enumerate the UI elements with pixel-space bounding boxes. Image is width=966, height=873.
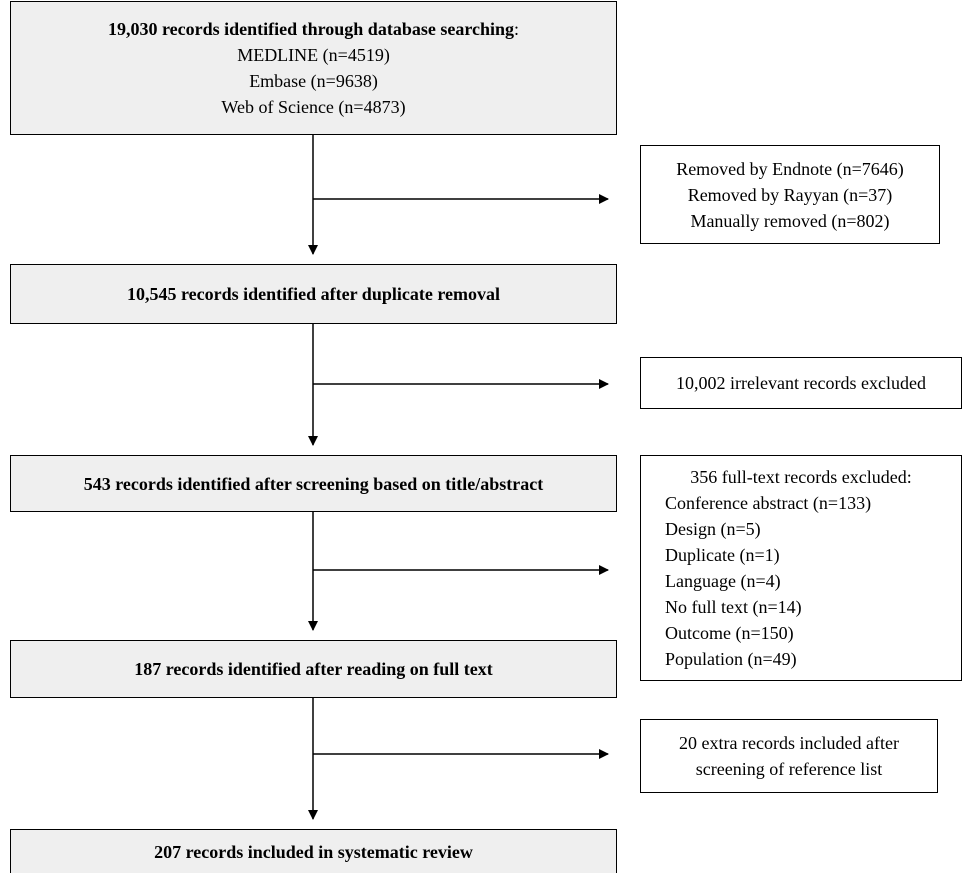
source-medline: MEDLINE (n=4519): [237, 45, 390, 65]
source-embase: Embase (n=9638): [249, 71, 378, 91]
fulltext-excluded-title: 356 full-text records excluded:: [690, 467, 912, 487]
after-full-text-reading-title: 187 records identified after reading on …: [134, 659, 493, 679]
after-title-abstract-screening-box: 543 records identified after screening b…: [10, 455, 617, 512]
removed-endnote: Removed by Endnote (n=7646): [676, 158, 904, 179]
exclusion-reason-no-full-text: No full text (n=14): [665, 597, 802, 617]
removed-rayyan: Removed by Rayyan (n=37): [687, 184, 893, 205]
exclusion-reason-language: Language (n=4): [665, 571, 781, 591]
extra-included-line-1: 20 extra records included after: [679, 733, 899, 753]
after-duplicate-removal-title: 10,545 records identified after duplicat…: [127, 284, 500, 304]
source-web-of-science: Web of Science (n=4873): [221, 97, 406, 117]
identification-title: 19,030 records identified through databa…: [107, 19, 514, 39]
identification-title-suffix: :: [514, 19, 520, 39]
fulltext-excluded-box: 356 full-text records excluded: Conferen…: [640, 455, 962, 681]
extra-records-included-box: 20 extra records included after screenin…: [640, 719, 938, 793]
exclusion-reason-outcome: Outcome (n=150): [665, 623, 794, 643]
exclusion-reason-population: Population (n=49): [665, 649, 797, 669]
exclusion-reason-conference-abstract: Conference abstract (n=133): [665, 493, 872, 513]
exclusion-reason-design: Design (n=5): [665, 519, 761, 539]
after-title-abstract-screening-title: 543 records identified after screening b…: [83, 473, 544, 494]
included-in-review-box: 207 records included in systematic revie…: [10, 829, 617, 873]
duplicates-removed-box: Removed by Endnote (n=7646) Removed by R…: [640, 145, 940, 244]
irrelevant-excluded-text: 10,002 irrelevant records excluded: [676, 373, 926, 393]
removed-manual: Manually removed (n=802): [690, 210, 890, 231]
identification-title-line: 19,030 records identified through databa…: [108, 16, 519, 42]
after-full-text-reading-box: 187 records identified after reading on …: [10, 640, 617, 698]
exclusion-reason-duplicate: Duplicate (n=1): [665, 545, 780, 565]
after-duplicate-removal-box: 10,545 records identified after duplicat…: [10, 264, 617, 324]
identification-box: 19,030 records identified through databa…: [10, 1, 617, 135]
irrelevant-excluded-box: 10,002 irrelevant records excluded: [640, 357, 962, 409]
included-in-review-title: 207 records included in systematic revie…: [154, 841, 473, 862]
extra-included-line-2: screening of reference list: [695, 759, 883, 779]
